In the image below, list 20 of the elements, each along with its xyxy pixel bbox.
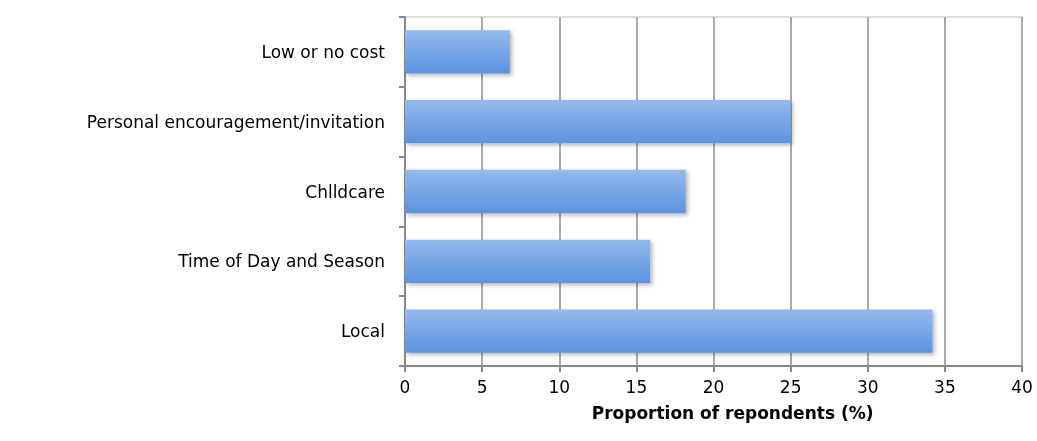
x-tick-label: 40 [1011, 376, 1033, 397]
x-tick-label: 10 [548, 376, 571, 397]
x-tick-label: 25 [779, 376, 802, 397]
x-tick-label: 0 [399, 376, 411, 397]
bar [405, 309, 933, 353]
y-tick-label: Local [340, 321, 385, 342]
x-tick-label: 15 [625, 376, 648, 397]
y-tick-label: Time of Day and Season [177, 251, 385, 272]
x-tick-label: 30 [856, 376, 879, 397]
x-tick-label: 20 [702, 376, 725, 397]
x-tick-label: 35 [934, 376, 956, 397]
bar [405, 30, 510, 74]
bar [405, 100, 791, 144]
x-axis-title: Proportion of repondents (%) [591, 402, 874, 423]
bar [405, 239, 651, 283]
y-tick-label: Low or no cost [261, 41, 386, 62]
y-tick-label: Chlldcare [305, 181, 385, 202]
x-tick-label: 5 [476, 376, 488, 397]
bar [405, 169, 686, 214]
y-tick-label: Personal encouragement/invitation [86, 111, 385, 132]
